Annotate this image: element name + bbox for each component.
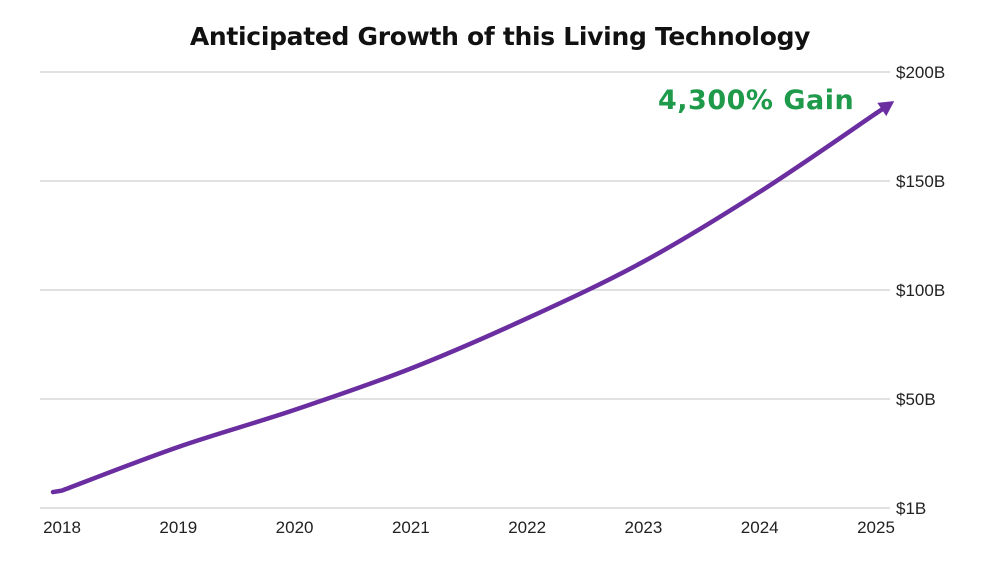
x-axis-ticks: 2018 2019 2020 2021 2022 2023 2024 2025	[43, 518, 895, 537]
x-tick-label: 2022	[508, 518, 546, 537]
y-tick-label: $50B	[896, 390, 936, 409]
y-axis-ticks: $1B $50B $100B $150B $200B	[896, 63, 945, 518]
x-tick-label: 2024	[741, 518, 779, 537]
x-tick-label: 2020	[276, 518, 314, 537]
y-tick-label: $100B	[896, 281, 945, 300]
arrowhead	[877, 101, 895, 117]
y-tick-label: $1B	[896, 499, 926, 518]
x-tick-label: 2021	[392, 518, 430, 537]
x-tick-label: 2025	[857, 518, 895, 537]
x-tick-label: 2019	[159, 518, 197, 537]
series-layer	[50, 101, 895, 495]
x-tick-label: 2018	[43, 518, 81, 537]
series-line	[50, 111, 879, 495]
gain-annotation: 4,300% Gain	[658, 85, 854, 116]
y-tick-label: $150B	[896, 172, 945, 191]
chart-title: Anticipated Growth of this Living Techno…	[189, 22, 811, 51]
gridlines	[40, 71, 890, 509]
y-tick-label: $200B	[896, 63, 945, 82]
x-tick-label: 2023	[625, 518, 663, 537]
